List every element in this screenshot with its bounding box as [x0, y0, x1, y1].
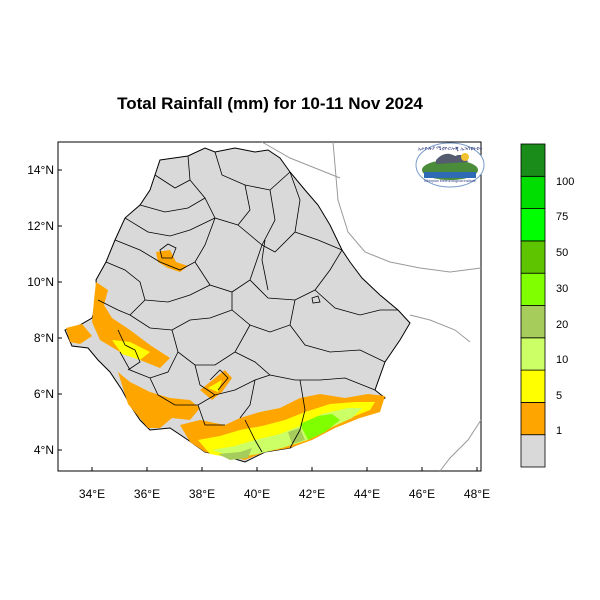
- y-tick-label: 4°N: [34, 443, 54, 457]
- y-tick-label: 14°N: [27, 163, 54, 177]
- legend-label: 75: [556, 211, 568, 223]
- legend-swatch: [520, 272, 546, 306]
- svg-text:ኢትዮጵያ ሜቲዮሮሎጂ ኢንስቲትዩት: ኢትዮጵያ ሜቲዮሮሎጂ ኢንስቲትዩት: [418, 146, 483, 152]
- legend-label: 50: [556, 247, 568, 259]
- legend-label: 10: [556, 354, 568, 366]
- legend-swatch: [520, 401, 546, 436]
- legend-label: 100: [556, 176, 574, 188]
- x-tick-label: 34°E: [79, 487, 105, 501]
- legend-label: 1: [556, 425, 562, 437]
- legend-swatch: [520, 369, 546, 403]
- legend-label: 20: [556, 319, 568, 331]
- legend-swatch: [520, 175, 546, 210]
- x-tick-label: 42°E: [299, 487, 325, 501]
- legend-swatch: [520, 208, 546, 242]
- legend-swatch: [520, 305, 546, 339]
- legend-swatch: [520, 240, 546, 274]
- y-tick-label: 12°N: [27, 219, 54, 233]
- x-tick-label: 36°E: [134, 487, 160, 501]
- x-tick-label: 38°E: [189, 487, 215, 501]
- meteorological-institute-logo: ኢትዮጵያ ሜቲዮሮሎጂ ኢንስቲትዩት Ethiopian Meteorolo…: [415, 142, 485, 188]
- x-tick-label: 48°E: [464, 487, 490, 501]
- legend-swatch: [520, 337, 546, 371]
- x-tick-label: 40°E: [244, 487, 270, 501]
- y-tick-label: 6°N: [34, 387, 54, 401]
- plot-frame: [57, 141, 482, 472]
- y-tick-label: 8°N: [34, 331, 54, 345]
- admin-boundaries: [97, 151, 398, 453]
- rainfall-overlay: [66, 250, 385, 460]
- svg-text:Ethiopian Meteorological Insti: Ethiopian Meteorological Institute: [424, 179, 476, 183]
- neighbor-borders: [261, 141, 482, 472]
- y-axis: 14°N 12°N 10°N 8°N 6°N 4°N: [27, 163, 62, 457]
- legend-swatch: [520, 434, 546, 468]
- map-title: Total Rainfall (mm) for 10-11 Nov 2024: [117, 94, 423, 113]
- legend-label: 5: [556, 390, 562, 402]
- legend-label: 30: [556, 283, 568, 295]
- legend-swatch: [520, 143, 546, 177]
- legend-colorbar: [520, 143, 546, 468]
- y-tick-label: 10°N: [27, 275, 54, 289]
- x-tick-label: 44°E: [354, 487, 380, 501]
- legend-labels: 100 75 50 30 20 10 5 1: [556, 176, 574, 437]
- x-tick-label: 46°E: [409, 487, 435, 501]
- x-axis: 34°E 36°E 38°E 40°E 42°E 44°E 46°E 48°E: [79, 467, 490, 501]
